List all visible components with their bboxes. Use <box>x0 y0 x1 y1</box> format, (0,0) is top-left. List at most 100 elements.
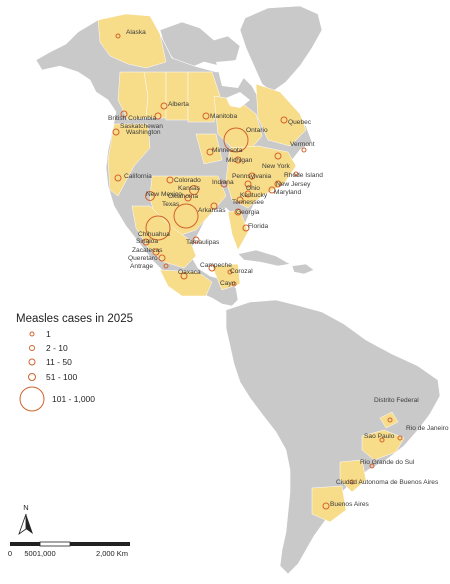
label-tennessee: Tennessee <box>232 199 264 206</box>
marker-ontario <box>223 127 249 153</box>
label-vermont: Vermont <box>290 141 315 148</box>
legend-label-5: 101 - 1,000 <box>52 394 95 404</box>
marker-tennessee <box>236 196 244 204</box>
legend-title: Measles cases in 2025 <box>16 313 133 325</box>
north-arrow-icon-outline <box>18 513 27 536</box>
legend: Measles cases in 2025 1 2 - 10 11 - 50 5… <box>16 313 133 412</box>
label-kentucky: Kentucky <box>240 192 268 199</box>
scale-bar-segment-1 <box>10 542 40 546</box>
region-rio-sao-paulo <box>361 429 405 461</box>
greenland <box>239 5 323 93</box>
scale-bar-segment-3 <box>70 542 130 546</box>
marker-florida <box>242 224 250 232</box>
legend-label-2: 2 - 10 <box>46 343 68 353</box>
north-arrow-label: N <box>23 503 28 512</box>
cuba <box>237 249 291 267</box>
marker-oaxaca <box>180 272 188 280</box>
region-alaska <box>97 13 167 69</box>
marker-oklahoma <box>184 194 192 202</box>
label-ohio: Ohio <box>246 185 260 192</box>
region-rio-grande-do-sul <box>339 459 367 493</box>
label-arkansas: Arkansas <box>198 207 226 214</box>
label-pennsylvania: Pennsylvania <box>232 173 272 180</box>
label-florida: Florida <box>248 223 268 230</box>
label-minnesota: Minnesota <box>212 147 243 154</box>
label-cayo: Cayo <box>220 280 236 287</box>
label-michigan: Michigan <box>226 157 253 164</box>
label-sinaloa: Sinaloa <box>136 238 158 245</box>
label-alaska: Alaska <box>126 29 146 36</box>
scale-label-0: 0 <box>8 549 12 558</box>
scale-label-2: 2,000 Km <box>96 549 128 558</box>
label-quebec: Quebec <box>288 119 312 126</box>
marker-queretaro <box>158 254 166 262</box>
marker-texas <box>173 203 199 229</box>
legend-label-1: 1 <box>46 329 51 339</box>
marker-rio-grande-do-sul <box>369 463 375 469</box>
label-oaxaca: Oaxaca <box>178 269 201 276</box>
marker-pennsylvania <box>248 172 256 180</box>
marker-cayo <box>231 281 237 287</box>
label-queretaro: Queretaro <box>128 255 158 262</box>
legend-symbol-1 <box>29 331 35 337</box>
region-florida <box>227 209 249 251</box>
north-arrow-icon <box>26 514 33 534</box>
marker-buenos-aires <box>322 502 330 510</box>
legend-symbol-4 <box>28 373 36 381</box>
marker-distrito-federal <box>387 417 393 423</box>
region-mexico-south <box>159 269 213 297</box>
marker-ohio <box>244 180 252 188</box>
marker-rhode-island <box>293 171 299 177</box>
label-new-jersey: New Jersey <box>276 181 311 188</box>
region-distrito-federal <box>379 411 399 429</box>
label-washington: Washington <box>126 129 161 136</box>
label-kansas: Kansas <box>178 185 201 192</box>
legend-label-3: 11 - 50 <box>46 357 72 367</box>
marker-alaska <box>115 33 121 39</box>
label-distrito-federal: Distrito Federal <box>374 397 419 404</box>
marker-minnesota <box>206 148 214 156</box>
label-texas: Texas <box>162 201 180 208</box>
region-usa-west <box>107 123 151 197</box>
marker-saskatchewan <box>154 112 162 120</box>
label-tamaulipas: Tamaulipas <box>186 239 220 246</box>
legend-symbol-5 <box>19 386 45 412</box>
marker-zacatecas <box>152 248 160 256</box>
marker-kentucky <box>244 190 252 198</box>
label-chihuahua: Chihuahua <box>138 231 170 238</box>
great-lakes <box>226 92 250 108</box>
label-sao-paulo: Sao Paulo <box>364 433 395 440</box>
marker-british-columbia <box>120 110 128 118</box>
label-british-columbia: British Columbia <box>108 115 156 122</box>
label-ontario: Ontario <box>246 127 268 134</box>
marker-sinaloa <box>142 238 150 246</box>
label-alberta: Alberta <box>168 101 189 108</box>
label-campeche: Campeche <box>200 262 232 269</box>
marker-maryland <box>268 186 276 194</box>
hispaniola <box>291 263 315 275</box>
marker-sao-paulo <box>379 437 385 443</box>
marker-new-jersey <box>274 180 282 188</box>
north-arrow: N <box>18 503 33 536</box>
region-usa-south-central <box>149 175 227 237</box>
label-rio-grande-do-sul: Rio Grande do Sul <box>360 459 415 466</box>
label-new-mexico: New Mexico <box>146 191 182 198</box>
marker-michigan <box>234 156 242 164</box>
marker-quebec <box>280 116 288 124</box>
legend-symbol-3 <box>28 358 36 366</box>
marker-vermont <box>301 147 307 153</box>
marker-new-york <box>274 152 282 160</box>
label-rhode-island: Rhode Island <box>284 172 323 179</box>
legend-label-4: 51 - 100 <box>46 372 77 382</box>
marker-manitoba <box>202 112 210 120</box>
marker-tamaulipas <box>192 236 200 244</box>
south-america <box>225 299 441 575</box>
label-saskatchewan: Saskatchewan <box>120 123 163 130</box>
hudson-bay <box>216 60 246 88</box>
region-saskatchewan <box>165 71 189 121</box>
case-markers <box>112 33 403 510</box>
marker-alberta <box>160 102 168 110</box>
marker-arkansas <box>210 202 218 210</box>
